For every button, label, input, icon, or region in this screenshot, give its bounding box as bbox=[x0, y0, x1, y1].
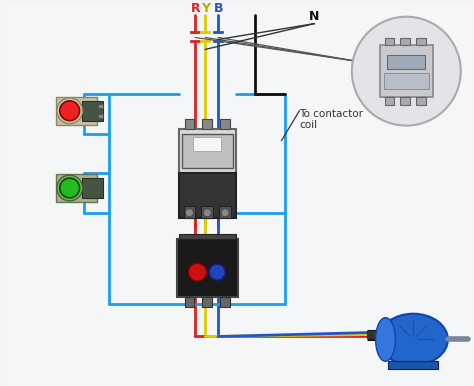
Text: B: B bbox=[213, 2, 223, 15]
Bar bbox=[416, 37, 426, 46]
Bar bbox=[201, 206, 213, 218]
Bar bbox=[220, 119, 230, 129]
Bar bbox=[184, 119, 194, 129]
Bar bbox=[387, 55, 425, 69]
Bar bbox=[179, 234, 236, 239]
Circle shape bbox=[221, 209, 229, 217]
Circle shape bbox=[210, 264, 225, 280]
Bar bbox=[184, 297, 194, 307]
Text: R: R bbox=[191, 2, 200, 15]
Circle shape bbox=[57, 98, 82, 124]
Ellipse shape bbox=[379, 314, 448, 365]
Bar bbox=[401, 97, 410, 105]
Circle shape bbox=[352, 17, 461, 125]
Bar bbox=[384, 37, 394, 46]
Bar bbox=[182, 134, 233, 168]
Circle shape bbox=[60, 101, 80, 121]
Bar bbox=[220, 297, 230, 307]
Bar bbox=[179, 129, 236, 173]
Bar bbox=[56, 174, 97, 202]
Circle shape bbox=[203, 209, 211, 217]
Bar bbox=[202, 297, 212, 307]
Bar bbox=[82, 101, 103, 121]
Text: Y: Y bbox=[201, 2, 210, 15]
Bar bbox=[183, 206, 195, 218]
Bar bbox=[99, 114, 103, 118]
Bar bbox=[401, 37, 410, 46]
Bar bbox=[383, 73, 429, 89]
Bar bbox=[193, 137, 221, 151]
Bar bbox=[416, 97, 426, 105]
Circle shape bbox=[189, 263, 206, 281]
Bar bbox=[389, 361, 438, 369]
Bar bbox=[82, 178, 103, 198]
Ellipse shape bbox=[375, 318, 395, 361]
Bar bbox=[56, 97, 97, 125]
Bar bbox=[219, 206, 231, 218]
Bar bbox=[384, 97, 394, 105]
Bar bbox=[380, 46, 433, 97]
Bar bbox=[99, 104, 103, 108]
Circle shape bbox=[185, 209, 193, 217]
Circle shape bbox=[57, 175, 82, 201]
Bar bbox=[202, 119, 212, 129]
Bar bbox=[179, 173, 236, 218]
Text: N: N bbox=[309, 10, 319, 23]
Bar bbox=[177, 239, 238, 297]
Text: To contactor
coil: To contactor coil bbox=[300, 109, 364, 130]
Circle shape bbox=[60, 178, 80, 198]
